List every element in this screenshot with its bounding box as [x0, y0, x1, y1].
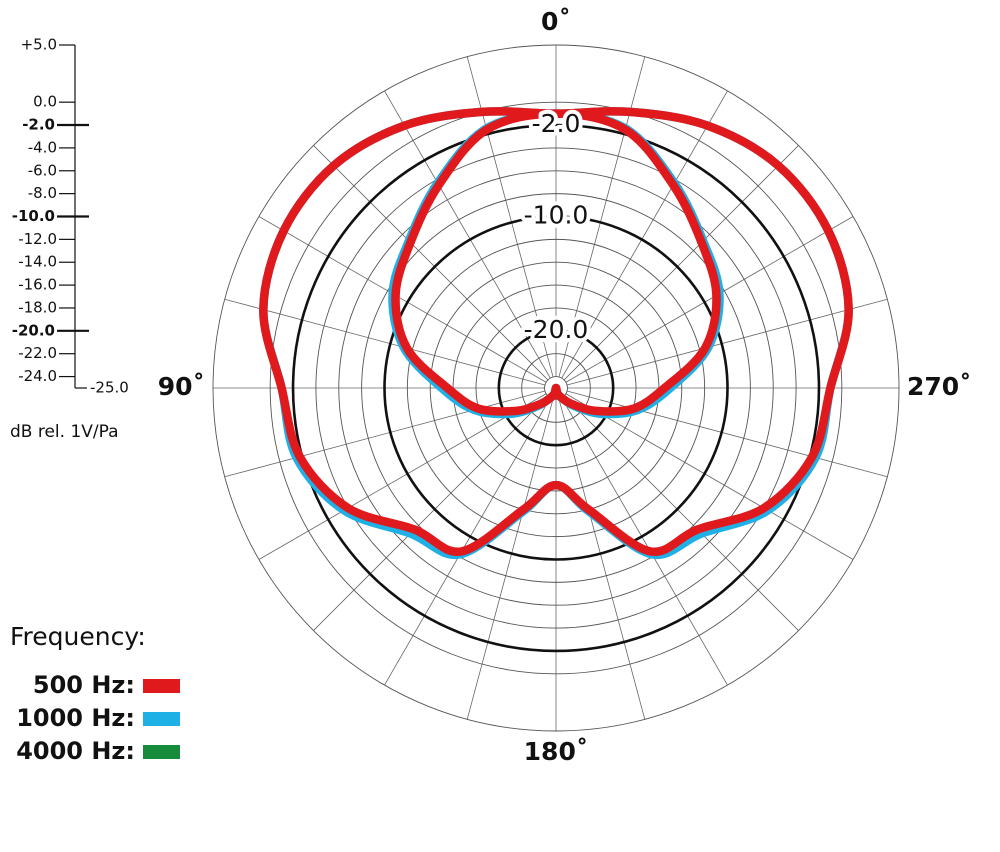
radial-grid-line: [561, 397, 728, 686]
grid-circle: [521, 353, 591, 423]
scale-tick-label: -6.0: [28, 161, 57, 179]
legend-swatch: [143, 712, 180, 726]
grid-circle: [475, 307, 637, 469]
grid-circle: [212, 44, 900, 732]
grid-circle: [544, 376, 568, 400]
labels: +5.0 0.0 -2.0 -4.0 -6.0 -8.0 -10.0 -12.0 -14.0 -1…: [12, 7, 972, 766]
angle-label: 270˚: [907, 372, 972, 401]
scale-tick-label: -22.0: [18, 344, 57, 362]
legend-title: Frequency:: [10, 622, 146, 651]
polar-curve: [391, 109, 721, 416]
radial-grid-line: [566, 298, 888, 386]
radial-grid-line: [466, 398, 554, 720]
radial-grid-line: [558, 398, 646, 720]
radial-grid-line: [563, 395, 799, 631]
angle-label: 90˚: [158, 372, 205, 401]
scale-tick-label: 0.0: [33, 93, 57, 111]
radial-grid-line: [313, 145, 549, 381]
legend-swatch: [143, 745, 180, 759]
scale-tick-label: +5.0: [21, 36, 57, 54]
ring-label: -20.0: [524, 315, 589, 344]
grid-circle: [429, 261, 683, 515]
scale-tick-label: -8.0: [28, 184, 57, 202]
scale-tick-label: -14.0: [18, 253, 57, 271]
radial-grid-line: [384, 397, 551, 686]
radial-grid-line: [563, 145, 799, 381]
grid-circle: [406, 238, 706, 538]
angle-label: 180˚: [524, 737, 589, 766]
scale-tick-label: -2.0: [22, 116, 55, 134]
radial-grid-line: [565, 216, 854, 383]
scale-tick-label: -4.0: [28, 138, 57, 156]
grid-circle: [361, 193, 751, 583]
scale-tick-label: -10.0: [12, 207, 55, 225]
legend-label: 4000 Hz:: [16, 737, 135, 765]
polar-grid: [212, 44, 900, 732]
radial-grid-line: [258, 216, 547, 383]
grid-circle: [383, 215, 729, 561]
polar-curves: [259, 107, 853, 560]
radial-grid-line: [565, 393, 854, 560]
grid-circle: [291, 123, 821, 653]
grid-circle: [338, 170, 774, 606]
radial-grid-line: [561, 90, 728, 379]
scale-tick-label: -25.0: [90, 379, 129, 397]
legend-swatch: [143, 679, 180, 693]
ring-label: -10.0: [524, 201, 589, 230]
radial-grid-line: [224, 298, 546, 386]
legend-label: 500 Hz:: [33, 671, 135, 699]
r-axis-label: dB rel. 1V/Pa: [10, 422, 119, 442]
radial-grid-line: [384, 90, 551, 379]
radial-grid-line: [258, 393, 547, 560]
grid-circle: [269, 101, 843, 675]
scale-tick-label: -18.0: [18, 298, 57, 316]
angle-label: 0˚: [541, 7, 571, 36]
scale-tick-label: -20.0: [12, 321, 55, 339]
radial-grid-line: [313, 395, 549, 631]
grid-circle: [315, 147, 797, 629]
scale-tick-label: -24.0: [18, 367, 57, 385]
legend-label: 1000 Hz:: [16, 704, 135, 732]
polar-curve: [259, 107, 853, 556]
radial-grid-line: [566, 390, 888, 478]
scale-tick-label: -16.0: [18, 276, 57, 294]
grid-circle: [497, 329, 615, 447]
scale-tick-label: -12.0: [18, 230, 57, 248]
radial-grid-line: [224, 390, 546, 478]
ring-label: -2.0: [532, 109, 581, 138]
